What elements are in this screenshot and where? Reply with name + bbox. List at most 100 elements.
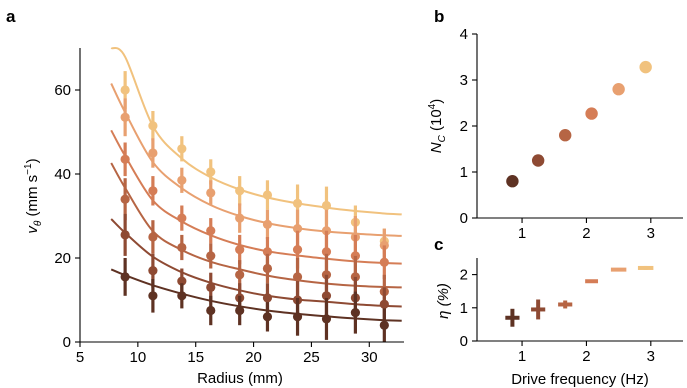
panel-b-y-tick-label: 3 [460, 72, 468, 89]
panel-a-y-tick-label: 60 [54, 82, 71, 99]
data-point [206, 305, 216, 316]
panel-label-b: b [434, 7, 444, 26]
fit-curve-5 [110, 268, 402, 322]
data-point [177, 144, 187, 154]
y-label-close: ) [24, 158, 41, 163]
panel-c-x-tick-label: 2 [582, 348, 590, 365]
data-point [120, 112, 130, 122]
data-point [148, 291, 158, 301]
data-point [262, 312, 273, 322]
panel-b-y-label: NC (104) [427, 99, 448, 154]
panel-c-y-tick-label: 2 [460, 267, 468, 284]
data-point [262, 263, 273, 274]
nc-point [558, 129, 572, 142]
data-point [235, 213, 245, 223]
panel-c-y-tick-label: 1 [460, 300, 468, 317]
panel-label-c: c [434, 235, 443, 254]
panel-a-x-tick-label: 30 [361, 349, 378, 366]
panel-b-x-ticks: 1 2 3 [518, 218, 655, 242]
panel-a: 5 10 15 20 25 30 0 20 40 60 Radius (mm) vθ (mm s… [23, 47, 404, 387]
data-point [379, 257, 389, 267]
data-point [177, 291, 187, 301]
panel-b-y-tick-label: 1 [460, 164, 468, 181]
data-point [235, 305, 245, 316]
data-point [262, 247, 273, 257]
panel-a-y-ticks: 0 20 40 60 [54, 82, 80, 351]
panel-a-x-tick-label: 5 [76, 349, 84, 366]
panel-c: 1 2 3 0 1 2 Drive frequency (Hz) η (%) [435, 258, 683, 388]
data-point [120, 154, 130, 164]
data-point [177, 175, 187, 185]
data-point [148, 232, 158, 242]
panel-b-y-tick-label: 2 [460, 118, 468, 135]
fit-curve-2 [110, 129, 402, 265]
nc-point [639, 60, 652, 74]
data-point [148, 266, 158, 276]
data-point [235, 245, 245, 255]
data-point [262, 219, 273, 229]
data-point [292, 272, 303, 282]
panel-label-a: a [6, 7, 16, 26]
data-point [235, 270, 245, 280]
panel-a-y-tick-label: 40 [54, 166, 71, 183]
panel-c-x-tick-label: 3 [647, 348, 655, 365]
panel-c-axes [476, 258, 683, 342]
panel-a-y-label: vθ (mm s−1) [23, 158, 44, 233]
panel-a-x-tick-label: 20 [245, 349, 262, 366]
data-point [262, 190, 273, 200]
panel-a-x-ticks: 5 10 15 20 25 30 [76, 342, 378, 366]
data-point [379, 299, 389, 309]
panel-a-x-tick-label: 10 [130, 349, 147, 366]
data-point [206, 282, 216, 292]
fit-curve-3 [110, 162, 402, 289]
nc-point [585, 107, 598, 120]
y-label-unit: (mm s [24, 175, 41, 221]
panel-a-data-points [120, 71, 389, 342]
fit-curve-4 [110, 218, 402, 308]
data-point [292, 224, 303, 234]
panel-c-data-points [505, 265, 654, 327]
data-point [148, 148, 158, 158]
data-point [292, 198, 303, 208]
data-point [379, 320, 389, 330]
y-label-b-close: ) [428, 99, 445, 104]
panel-b-data-points [506, 60, 652, 188]
panel-a-y-tick-label: 20 [54, 250, 71, 267]
fit-curve-0 [110, 47, 402, 216]
data-point [235, 186, 245, 196]
data-point [120, 85, 130, 95]
panel-b-y-tick-label: 0 [460, 210, 468, 227]
data-point [177, 242, 187, 253]
panel-b-axes [476, 34, 683, 219]
data-point [206, 226, 216, 236]
panel-a-x-label: Radius (mm) [197, 370, 283, 387]
nc-point [612, 83, 625, 96]
y-label-c-sub: C [437, 134, 448, 142]
y-label-v: v [24, 225, 41, 234]
panel-b-y-ticks: 0 1 2 3 4 [460, 26, 477, 227]
data-point [120, 272, 130, 282]
data-point [177, 213, 187, 223]
panel-c-x-ticks: 1 2 3 [518, 341, 655, 365]
data-point [321, 291, 332, 301]
data-point [321, 247, 332, 257]
panel-a-fit-curves [110, 47, 402, 322]
y-label-n: N [428, 142, 445, 153]
data-point [321, 200, 332, 211]
data-point [120, 194, 130, 204]
data-point [262, 293, 273, 303]
data-point [206, 188, 216, 198]
data-point [292, 245, 303, 255]
panel-a-x-tick-label: 15 [187, 349, 204, 366]
panel-c-y-tick-label: 0 [460, 333, 468, 350]
data-point [350, 308, 360, 318]
data-point [148, 121, 158, 131]
panel-b-x-tick-label: 1 [518, 225, 526, 242]
data-point [148, 186, 158, 196]
panel-c-y-ticks: 0 1 2 [460, 267, 477, 350]
panel-a-x-tick-label: 25 [303, 349, 320, 366]
y-label-b-unit: (10 [428, 109, 445, 135]
y-label-theta: θ [33, 220, 44, 226]
